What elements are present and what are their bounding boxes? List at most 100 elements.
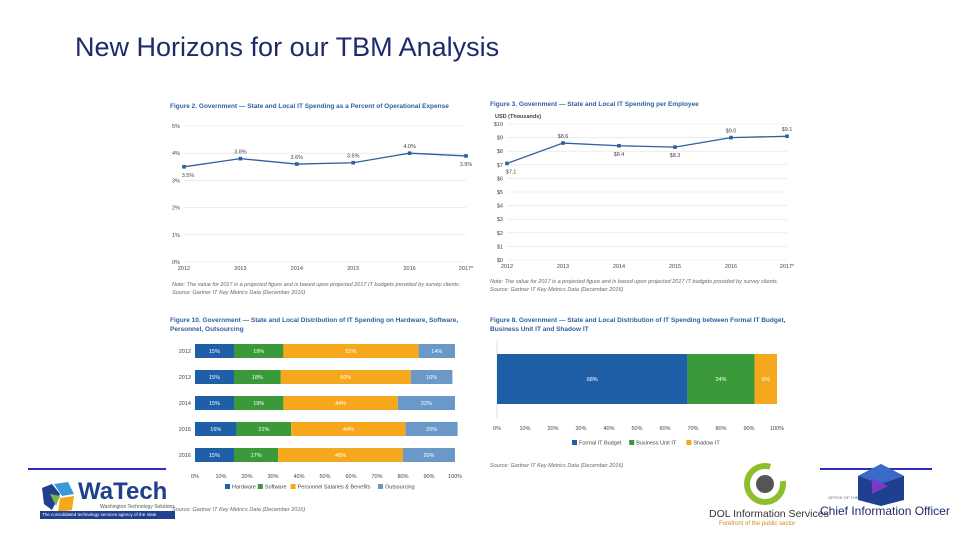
cio-name: Chief Information Officer	[820, 504, 950, 518]
fig8-xtick-label: 30%	[575, 426, 586, 432]
fig10-bar-label: 22%	[421, 401, 432, 407]
fig3-ytick-label: $10	[494, 122, 503, 128]
dol-tag: Forefront of the public sector	[719, 521, 796, 527]
fig10-xtick-label: 0%	[191, 474, 199, 480]
fig10-xtick-label: 60%	[345, 474, 356, 480]
fig10-bar-segment	[405, 422, 458, 436]
fig10-bar-label: 17%	[251, 453, 262, 459]
fig8-legend-label: Formal IT Budget	[579, 441, 622, 447]
figure2-note: Note: The value for 2017 is a projected …	[172, 282, 461, 288]
figure8-source: Source: Gartner IT Key Metrics Data (Dec…	[490, 463, 624, 469]
fig10-bar-label: 20%	[426, 427, 437, 433]
figure10-stacked-bar-chart: 2012 15% 19% 52% 14% 2013 15% 18% 50% 16% 2014 15% 1…	[179, 344, 462, 491]
figure3-title: Figure 3. Government — State and Local I…	[490, 101, 699, 108]
fig3-data-label: $8.6	[558, 134, 569, 140]
fig3-ytick-label: $2	[497, 231, 503, 237]
fig10-bar-label: 15%	[209, 349, 220, 355]
fig10-bar-segment	[195, 448, 234, 462]
watech-sub: Washington Technology Solutions	[100, 504, 175, 510]
fig10-bar-segment	[234, 396, 284, 410]
fig3-data-label: $7.1	[506, 169, 517, 175]
fig2-xtick-label: 2014	[291, 266, 303, 272]
fig2-data-label: 3.8%	[234, 150, 247, 156]
fig2-data-point	[351, 160, 355, 165]
fig10-bar-segment	[234, 448, 279, 462]
fig10-legend-label: Software	[265, 485, 287, 491]
fig3-ytick-label: $6	[497, 176, 503, 182]
fig10-bar-label: 48%	[335, 453, 346, 459]
watech-tag: The consolidated technology services age…	[40, 511, 175, 519]
fig3-data-point	[561, 141, 565, 145]
fig2-ytick-label: 2%	[172, 206, 180, 212]
fig10-bar-segment	[278, 448, 403, 462]
fig3-xtick-label: 2014	[613, 264, 625, 270]
fig8-xtick-label: 40%	[603, 426, 614, 432]
fig8-xtick-label: 0%	[493, 426, 501, 432]
fig3-data-label: $8.3	[670, 153, 681, 159]
fig10-legend-swatch	[257, 484, 263, 489]
fig10-bar-segment	[195, 344, 234, 358]
fig10-bar-label: 14%	[431, 349, 442, 355]
fig8-xtick-label: 10%	[519, 426, 530, 432]
fig10-bar-label: 16%	[426, 375, 437, 381]
fig10-bar-label: 50%	[340, 375, 351, 381]
fig10-category-label: 2012	[179, 349, 191, 355]
fig8-bar-segment	[497, 354, 688, 404]
fig3-ytick-label: $5	[497, 190, 503, 196]
fig10-bar-segment	[280, 370, 411, 384]
fig2-data-label: 3.9%	[460, 162, 473, 168]
dol-logo: DOL Information Services Forefront of th…	[705, 462, 829, 532]
fig10-bar-segment	[234, 344, 284, 358]
cio-pre: OFFICE OF THE	[828, 495, 859, 500]
figure8-stacked-bar-chart: 68% 24% 8% 0% 10% 20% 30% 40% 50% 60% 70% 80% 90% 100…	[493, 340, 784, 447]
figure2-title: Figure 2. Government — State and Local I…	[170, 103, 449, 110]
fig10-xtick-label: 20%	[241, 474, 252, 480]
fig3-data-label: $9.1	[782, 127, 793, 133]
fig10-bar-label: 15%	[209, 401, 220, 407]
fig3-data-point	[729, 135, 733, 140]
fig10-bar-segment	[234, 370, 281, 384]
fig2-ytick-label: 4%	[172, 151, 180, 157]
fig3-ytick-label: $3	[497, 217, 503, 223]
fig10-xtick-label: 100%	[448, 474, 462, 480]
fig3-ylabel: USD (Thousands)	[495, 114, 541, 120]
fig3-data-point	[617, 143, 621, 148]
fig3-data-label: $9.0	[726, 129, 737, 135]
fig8-legend-label: Shadow IT	[693, 441, 720, 447]
fig10-category-label: 2013	[179, 375, 191, 381]
fig8-bar-label: 68%	[587, 377, 598, 383]
fig8-bar-segment	[687, 354, 755, 404]
fig8-xtick-label: 20%	[547, 426, 558, 432]
fig2-xtick-label: 2013	[234, 266, 246, 272]
figure3-line-chart: $0 $1 $2 $3 $4 $5 $6 $7 $8 $9 $10 2012 2013 2014 2015 2…	[494, 114, 795, 270]
watech-name: WaTech	[78, 478, 168, 505]
fig2-data-point	[238, 156, 243, 161]
fig10-bar-segment	[195, 422, 237, 436]
fig3-data-point	[673, 145, 677, 149]
fig8-bar-label: 24%	[715, 377, 726, 383]
fig10-xtick-label: 40%	[293, 474, 304, 480]
fig10-legend-label: Outsourcing	[385, 485, 415, 491]
fig10-bar-label: 19%	[253, 349, 264, 355]
fig10-xtick-label: 10%	[215, 474, 226, 480]
fig3-xtick-label: 2016	[725, 264, 737, 270]
fig10-xtick-label: 70%	[371, 474, 382, 480]
fig10-xtick-label: 30%	[267, 474, 278, 480]
fig3-ytick-label: $7	[497, 163, 503, 169]
fig2-ytick-label: 3%	[172, 178, 180, 184]
fig10-bar-segment	[403, 448, 455, 462]
fig2-ytick-label: 5%	[172, 124, 180, 130]
figure3-note: Note: The value for 2017 is a projected …	[490, 279, 779, 285]
fig3-xtick-label: 2012	[501, 264, 513, 270]
fig2-data-label: 3.5%	[182, 173, 195, 179]
fig2-data-point	[182, 165, 186, 169]
fig10-category-label: 2016	[179, 453, 191, 459]
watech-mark-icon	[42, 482, 74, 512]
fig3-data-point	[785, 134, 789, 139]
fig10-bar-label: 20%	[423, 453, 434, 459]
fig10-bar-label: 44%	[343, 427, 354, 433]
fig10-bar-label: 19%	[253, 401, 264, 407]
fig8-legend-swatch	[629, 440, 635, 445]
fig10-category-label: 2014	[179, 401, 191, 407]
fig10-bar-segment	[283, 344, 419, 358]
